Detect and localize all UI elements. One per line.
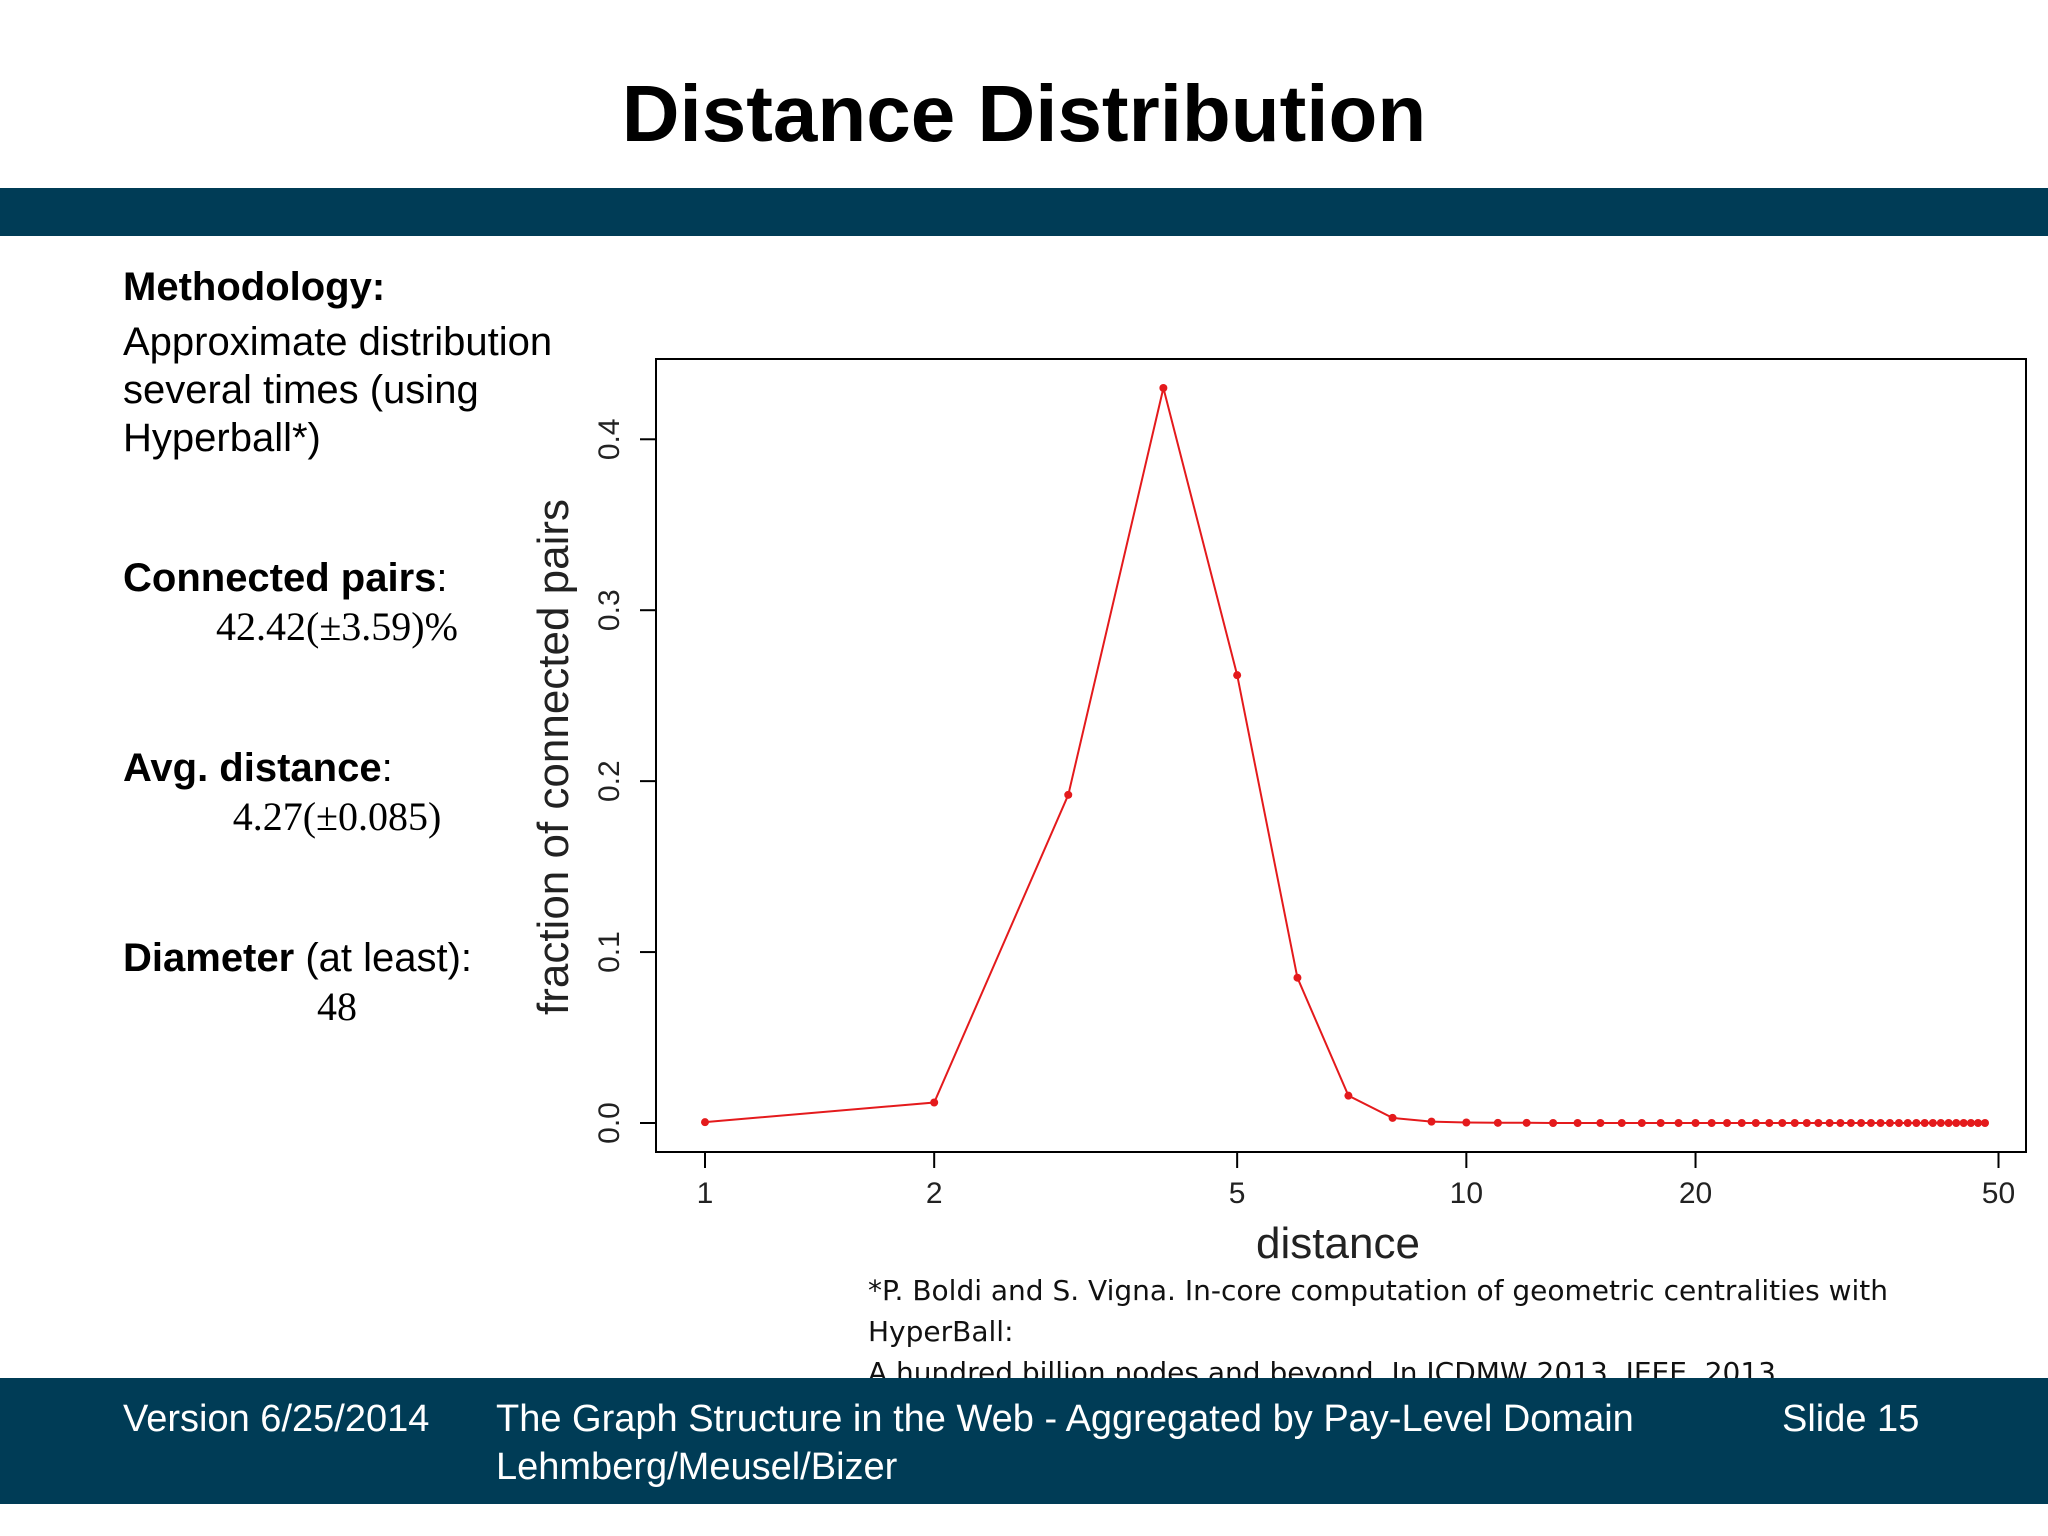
data-point <box>1637 1119 1646 1127</box>
methodology-label: Methodology: <box>123 265 386 309</box>
x-tick-label: 10 <box>1450 1177 1483 1210</box>
plot-frame <box>655 358 2027 1153</box>
data-point <box>701 1118 709 1127</box>
footer-title-line-1: The Graph Structure in the Web - Aggrega… <box>496 1398 1634 1440</box>
data-point <box>1344 1091 1353 1100</box>
data-point <box>1573 1119 1582 1127</box>
avg-distance-colon: : <box>381 746 393 790</box>
data-point <box>1596 1119 1605 1127</box>
data-point <box>1846 1119 1855 1127</box>
data-point <box>1617 1119 1626 1127</box>
y-tick-label: 0.1 <box>593 931 626 973</box>
series-group <box>701 384 1989 1127</box>
y-axis-label: fraction of connected pairs <box>529 499 578 1015</box>
data-point <box>1723 1119 1732 1127</box>
data-point <box>1981 1119 1989 1127</box>
data-point <box>1427 1117 1436 1126</box>
diameter-value: 48 <box>317 984 357 1029</box>
header-band <box>0 188 2048 236</box>
data-point <box>1737 1119 1746 1127</box>
x-tick-label: 50 <box>1982 1177 2015 1210</box>
diameter-heading: Diameter (at least): <box>123 934 563 982</box>
avg-distance-value: 4.27(±0.085) <box>232 794 442 839</box>
data-point <box>1959 1119 1968 1127</box>
data-point <box>930 1098 939 1107</box>
connected-pairs-heading: Connected pairs: <box>123 554 563 602</box>
data-point <box>1493 1118 1502 1127</box>
data-point <box>1966 1119 1975 1127</box>
connected-pairs-label: Connected pairs <box>123 556 437 600</box>
data-point <box>1691 1119 1700 1127</box>
footer-title: The Graph Structure in the Web - Aggrega… <box>496 1395 1634 1491</box>
data-point <box>1857 1119 1866 1127</box>
footer-slide-number: Slide 15 <box>1782 1398 1920 1440</box>
y-tick-label: 0.2 <box>593 760 626 802</box>
series-line <box>704 387 1985 1124</box>
y-tick-label: 0.0 <box>593 1102 626 1144</box>
footer-version: Version 6/25/2014 <box>123 1398 430 1440</box>
data-point <box>1912 1119 1921 1127</box>
slide-title: Distance Distribution <box>621 69 1427 158</box>
y-tick-label: 0.3 <box>593 589 626 631</box>
data-point <box>1866 1119 1875 1127</box>
data-point <box>1751 1119 1760 1127</box>
x-tick-label: 1 <box>697 1177 714 1210</box>
reference-line-1: *P. Boldi and S. Vigna. In-core computat… <box>868 1274 1889 1348</box>
x-axis-label: distance <box>1256 1219 1420 1268</box>
data-point <box>1233 671 1242 680</box>
data-point <box>1293 973 1302 982</box>
y-axis: 0.0 0.1 0.2 0.3 0.4 <box>593 418 657 1144</box>
y-tick-label: 0.4 <box>593 418 626 460</box>
data-point <box>1974 1119 1983 1127</box>
data-point <box>1944 1119 1953 1127</box>
methodology-panel: Methodology: Approximate distribution se… <box>123 262 563 1032</box>
data-point <box>1952 1119 1961 1127</box>
data-point <box>1894 1119 1903 1127</box>
data-point <box>1920 1119 1929 1127</box>
data-point <box>1159 384 1168 392</box>
data-point <box>1462 1118 1471 1127</box>
footer-title-line-2: Lehmberg/Meusel/Bizer <box>496 1446 898 1488</box>
data-point <box>1522 1118 1531 1127</box>
data-point <box>1549 1119 1558 1127</box>
data-point <box>1064 790 1073 799</box>
x-tick-label: 20 <box>1679 1177 1712 1210</box>
methodology-text: Approximate distribution several times (… <box>123 320 553 460</box>
data-point <box>1656 1119 1665 1127</box>
data-point <box>1674 1119 1683 1127</box>
data-point <box>1814 1119 1823 1127</box>
avg-distance-label: Avg. distance <box>123 746 382 790</box>
data-point <box>1765 1119 1774 1127</box>
x-tick-label: 2 <box>926 1177 943 1210</box>
data-point <box>1903 1119 1912 1127</box>
data-point <box>1778 1119 1787 1127</box>
data-point <box>1836 1119 1845 1127</box>
x-tick-label: 5 <box>1229 1177 1246 1210</box>
data-point <box>1885 1119 1894 1127</box>
connected-pairs-colon: : <box>436 556 448 600</box>
data-point <box>1936 1119 1945 1127</box>
data-point <box>1928 1119 1937 1127</box>
data-point <box>1802 1119 1811 1127</box>
diameter-suffix: (at least): <box>294 936 473 980</box>
diameter-label: Diameter <box>123 936 295 980</box>
footer-band: Version 6/25/2014 The Graph Structure in… <box>0 1378 2048 1504</box>
avg-distance-heading: Avg. distance: <box>123 744 563 792</box>
reference-note: *P. Boldi and S. Vigna. In-core computat… <box>868 1270 2028 1393</box>
x-axis: 1 2 5 10 20 50 <box>697 1151 2015 1210</box>
data-point <box>1707 1119 1716 1127</box>
connected-pairs-value: 42.42(±3.59)% <box>216 604 458 649</box>
data-point <box>1876 1119 1885 1127</box>
data-point <box>1825 1119 1834 1127</box>
data-point <box>1790 1119 1799 1127</box>
data-point <box>1388 1113 1397 1122</box>
